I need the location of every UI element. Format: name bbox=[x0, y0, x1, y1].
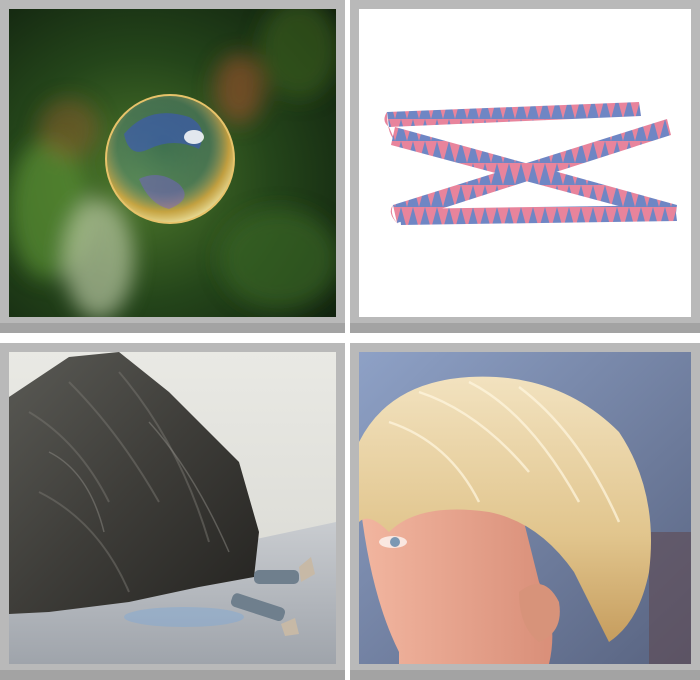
boulder-photo bbox=[9, 352, 336, 664]
bubble-photo bbox=[9, 9, 336, 317]
hair-photo bbox=[359, 352, 691, 664]
tile-blond-hair[interactable] bbox=[350, 343, 700, 680]
ribbon-photo bbox=[359, 9, 691, 317]
tile-boulder[interactable] bbox=[0, 343, 345, 680]
tile-bubble[interactable] bbox=[0, 0, 345, 333]
tile-ribbon[interactable] bbox=[350, 0, 700, 333]
